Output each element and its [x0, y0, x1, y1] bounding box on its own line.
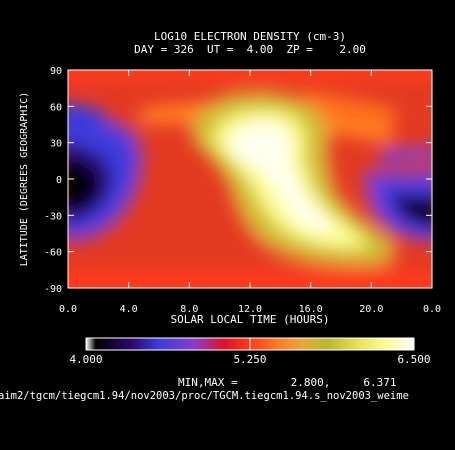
x-tick-label: 4.0 [120, 304, 138, 315]
heatmap-field [68, 70, 432, 288]
y-tick-label: -60 [44, 248, 62, 259]
x-axis: 0.0 4.0 8.0 12.0 16.0 20.0 0.0 [59, 70, 441, 315]
y-tick-label: -30 [44, 211, 62, 222]
y-tick-label: 30 [50, 139, 62, 150]
y-tick-label: 60 [50, 102, 62, 113]
y-axis: -90 -60 -30 0 30 60 90 [44, 66, 432, 295]
x-tick-label: 20.0 [359, 304, 383, 315]
colorbar-min-label: 4.000 [69, 353, 102, 366]
chart-title: LOG10 ELECTRON DENSITY (cm-3) [154, 30, 346, 43]
y-axis-label: LATITUDE (DEGREES GEOGRAPHIC) [19, 92, 30, 267]
x-tick-label: 12.0 [238, 304, 262, 315]
x-tick-label: 16.0 [299, 304, 323, 315]
colorbar-mid-label: 5.250 [233, 353, 266, 366]
y-tick-label: 0 [56, 175, 62, 186]
min-max-readout: MIN,MAX = 2.800, 6.371 [178, 376, 397, 389]
y-tick-label: -90 [44, 284, 62, 295]
x-tick-label: 0.0 [59, 304, 77, 315]
x-tick-label: 0.0 [423, 304, 441, 315]
x-tick-label: 8.0 [180, 304, 198, 315]
colorbar-max-label: 6.500 [397, 353, 430, 366]
file-path-text: aim2/tgcm/tiegcm1.94/nov2003/proc/TGCM.t… [0, 390, 409, 402]
chart-subtitle: DAY = 326 UT = 4.00 ZP = 2.00 [134, 43, 366, 56]
y-tick-label: 90 [50, 66, 62, 77]
x-axis-label: SOLAR LOCAL TIME (HOURS) [171, 313, 330, 326]
